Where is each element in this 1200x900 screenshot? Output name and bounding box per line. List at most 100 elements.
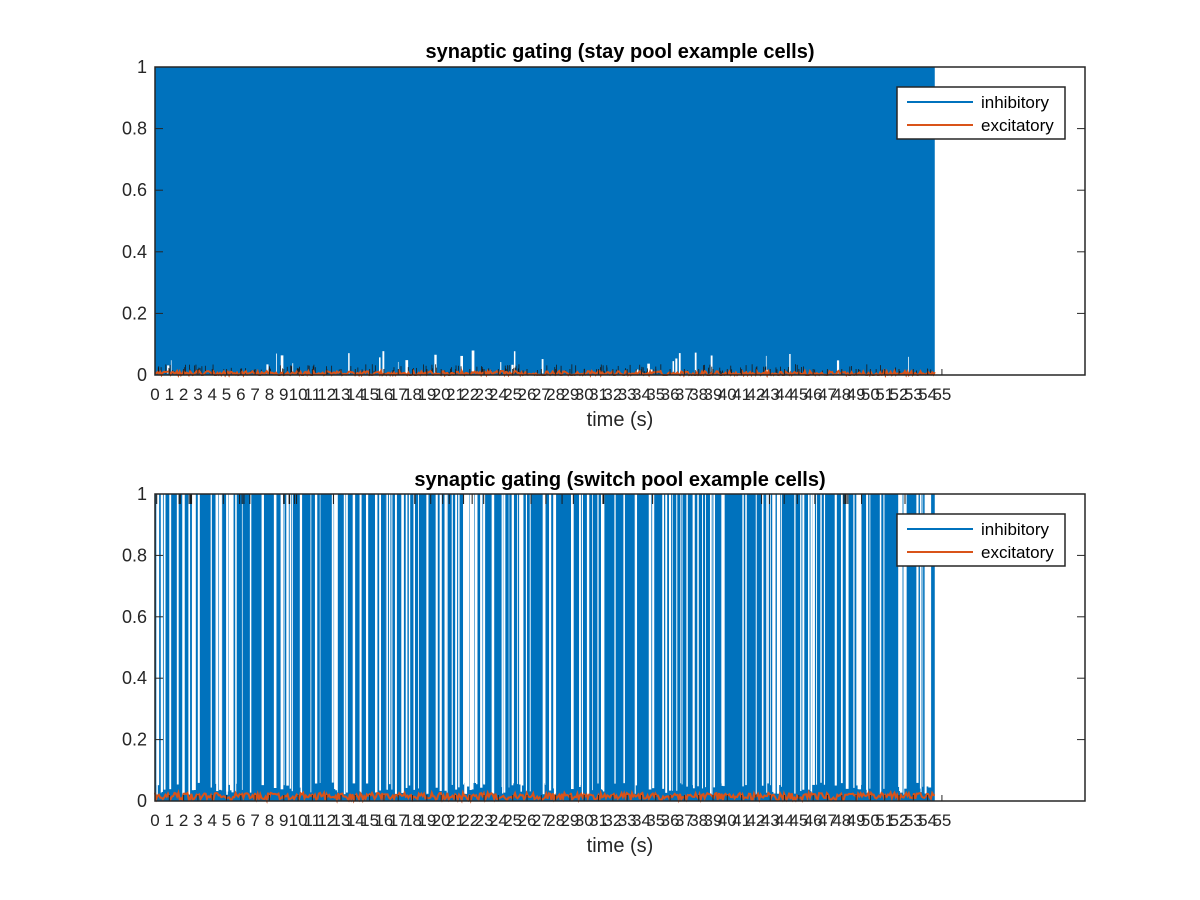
x-tick-label: 46 [804,385,823,404]
gap [600,494,604,790]
gap [471,494,474,790]
x-tick-label: 30 [575,385,594,404]
trace-speck [703,365,704,374]
gap [466,494,470,787]
trace-speck [561,494,563,504]
trace-speck [600,367,601,374]
y-tick-label: 1 [137,484,147,504]
trace-speck [286,366,288,374]
trace-speck [522,370,524,374]
gap [188,494,191,795]
series-excitatory-line [154,788,936,804]
trace-speck [602,494,604,504]
trace-speck [294,494,296,504]
gap [899,494,902,792]
trace-speck [296,494,298,504]
trace-speck [169,364,171,374]
gap [266,364,269,374]
trace-speck [814,369,816,374]
y-tick-label: 0.4 [122,668,147,688]
trace-speck [431,364,433,374]
trace-speck [709,364,711,374]
trace-speck [327,371,329,374]
gap [458,494,460,788]
trace-speck [361,369,363,374]
gap [834,494,837,786]
gap [169,494,172,790]
x-tick-label: 45 [789,385,808,404]
x-tick-label: 50 [861,811,880,830]
trace-speck [483,494,485,504]
gap [579,494,581,786]
trace-speck [617,365,619,374]
gap [853,494,855,788]
gap [413,494,416,790]
x-tick-label: 54 [918,811,937,830]
gap [908,356,909,374]
trace-speck [795,364,796,374]
trace-speck [448,494,450,504]
trace-speck [243,494,245,504]
gap [919,494,921,789]
legend-label-excitatory: excitatory [981,116,1054,135]
trace-speck [249,494,251,504]
gap [816,494,818,785]
x-tick-label: 20 [432,811,451,830]
x-tick-label: 36 [661,385,680,404]
trace-speck [740,367,741,374]
x-tick-label: 39 [704,385,723,404]
gap [542,494,545,795]
x-tick-label: 42 [746,811,765,830]
trace-speck [471,494,473,504]
x-tick-label: 38 [689,811,708,830]
gap [623,494,625,784]
trace-speck [282,368,284,374]
x-tick-label: 33 [618,811,637,830]
x-tick-label: 0 [150,811,159,830]
x-tick-label: 27 [532,811,551,830]
x-tick-label: 51 [875,385,894,404]
legend: inhibitory excitatory [896,513,1066,567]
gap [544,494,546,784]
x-tick-label: 26 [518,811,537,830]
x-tick-label: 4 [207,385,216,404]
chart-title: synaptic gating (switch pool example cel… [414,469,825,491]
gap [705,494,707,788]
trace-speck [314,367,316,374]
trace-speck [450,368,451,374]
gap [346,494,348,793]
x-tick-label: 13 [332,385,351,404]
x-tick-label: 0 [150,385,159,404]
gap [710,355,713,374]
gap [501,494,503,788]
gap [928,494,932,788]
x-tick-label: 24 [489,811,508,830]
x-tick-label: 6 [236,811,245,830]
x-tick-label: 25 [503,811,522,830]
trace-speck [451,367,452,374]
gap [823,494,826,785]
y-tick-label: 0.4 [122,242,147,262]
x-tick-label: 12 [317,385,336,404]
gap [926,494,929,787]
trace-speck [783,494,785,504]
gap [210,494,212,788]
trace-speck [195,364,197,374]
trace-speck [392,370,394,374]
trace-speck [513,368,515,374]
trace-speck [157,367,159,374]
x-tick-label: 32 [603,385,622,404]
trace-speck [787,366,789,374]
trace-speck [880,365,881,374]
trace-speck [545,494,547,504]
legend: inhibitory excitatory [896,86,1066,140]
gap [334,494,336,790]
trace-speck [652,494,654,504]
x-tick-label: 8 [265,385,274,404]
gap [903,494,905,795]
x-tick-label: 44 [775,811,794,830]
gap [820,494,822,783]
x-tick-label: 23 [475,811,494,830]
x-tick-label: 23 [475,385,494,404]
trace-speck [222,494,224,504]
